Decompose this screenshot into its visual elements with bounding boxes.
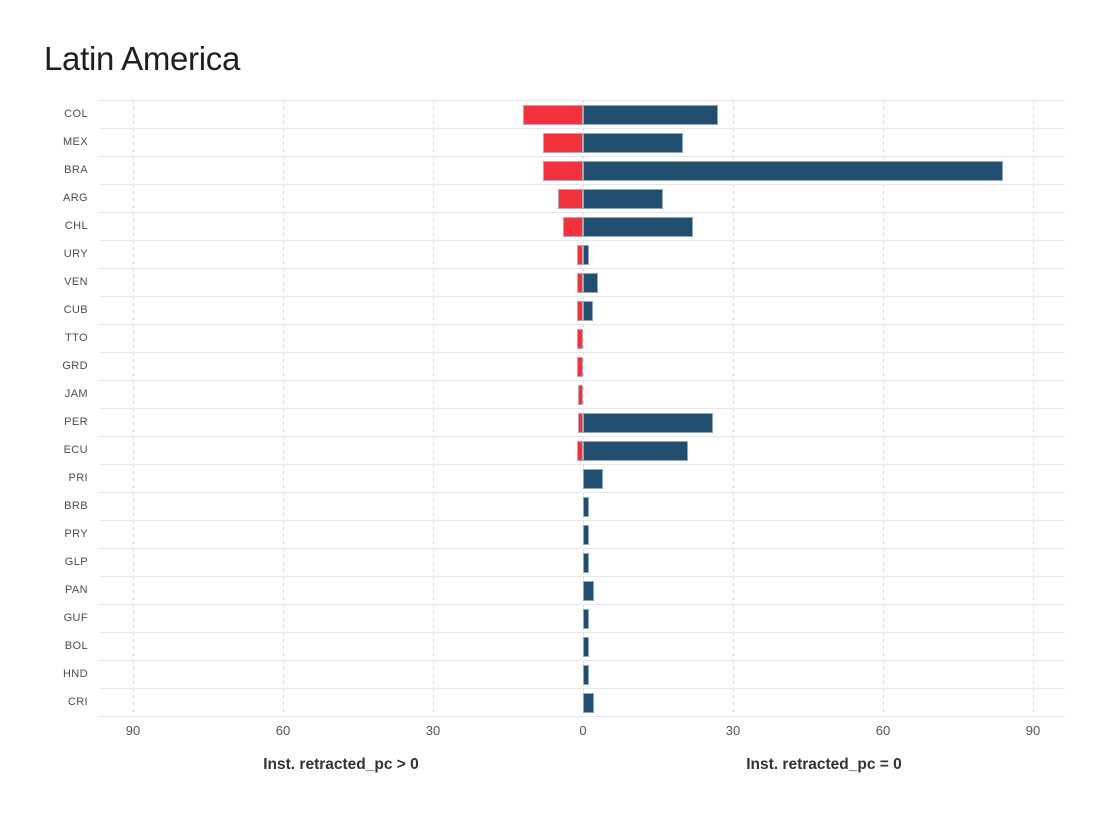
bar-right-blue bbox=[583, 413, 713, 433]
bar-row bbox=[100, 157, 1065, 185]
bar-row bbox=[100, 269, 1065, 297]
bar-right-blue bbox=[583, 637, 589, 657]
y-tick-label: BRA bbox=[64, 164, 88, 176]
x-tick-label: 90 bbox=[1025, 723, 1041, 738]
bar-row bbox=[100, 129, 1065, 157]
bar-right-blue bbox=[583, 553, 589, 573]
bar-row bbox=[100, 437, 1065, 465]
bar-right-blue bbox=[583, 189, 663, 209]
y-tick-label: GLP bbox=[64, 556, 88, 568]
bar-left-red bbox=[578, 413, 583, 433]
y-tick-label: BRB bbox=[64, 500, 88, 512]
bar-row bbox=[100, 577, 1065, 605]
y-tick-label: PRI bbox=[68, 472, 88, 484]
bar-row bbox=[100, 381, 1065, 409]
bar-left-red bbox=[577, 357, 583, 377]
bar-left-red bbox=[558, 189, 583, 209]
y-tick-label: GRD bbox=[62, 360, 88, 372]
y-tick-label: GUF bbox=[63, 612, 88, 624]
x-axis-label-left: Inst. retracted_pc > 0 bbox=[263, 756, 419, 773]
bar-left-red bbox=[577, 301, 583, 321]
bar-right-blue bbox=[583, 161, 1003, 181]
y-axis-labels: COL MEX BRA ARG CHL URY VEN CUB TTO GRD JAM PER ECU P… bbox=[0, 100, 88, 716]
bar-right-blue bbox=[583, 497, 589, 517]
bar-row bbox=[100, 521, 1065, 549]
bar-row bbox=[100, 689, 1065, 717]
bar-right-blue bbox=[583, 133, 683, 153]
bar-right-blue bbox=[583, 441, 688, 461]
y-tick-label: MEX bbox=[62, 136, 88, 148]
x-tick-label: 60 bbox=[275, 723, 291, 738]
chart-title: Latin America bbox=[44, 40, 241, 77]
bar-right-blue bbox=[583, 273, 598, 293]
bar-right-blue bbox=[583, 245, 589, 265]
bar-row bbox=[100, 241, 1065, 269]
bar-left-red bbox=[577, 273, 583, 293]
bar-right-blue bbox=[583, 217, 693, 237]
bar-left-red bbox=[523, 105, 583, 125]
bar-row bbox=[100, 465, 1065, 493]
y-tick-label: URY bbox=[63, 248, 88, 260]
bar-row bbox=[100, 549, 1065, 577]
bar-left-red bbox=[543, 161, 583, 181]
bar-left-red bbox=[578, 385, 583, 405]
y-tick-label: CRI bbox=[67, 696, 88, 708]
x-axis-ticks: 90 60 30 0 30 60 90 bbox=[100, 723, 1065, 741]
bar-right-blue bbox=[583, 105, 718, 125]
bar-left-red bbox=[577, 441, 583, 461]
bar-left-red bbox=[577, 329, 583, 349]
bar-rows bbox=[100, 100, 1065, 717]
y-tick-label: CUB bbox=[63, 304, 88, 316]
x-tick-label: 60 bbox=[875, 723, 891, 738]
bar-right-blue bbox=[583, 469, 603, 489]
bar-right-blue bbox=[583, 609, 589, 629]
bar-row bbox=[100, 213, 1065, 241]
bar-row bbox=[100, 325, 1065, 353]
y-tick-label: TTO bbox=[65, 332, 88, 344]
y-tick-label: PRY bbox=[64, 528, 88, 540]
y-tick-label: VEN bbox=[64, 276, 88, 288]
bar-row bbox=[100, 605, 1065, 633]
bar-row bbox=[100, 633, 1065, 661]
y-tick-label: BOL bbox=[64, 640, 88, 652]
bar-row bbox=[100, 185, 1065, 213]
y-tick-label: ARG bbox=[62, 192, 88, 204]
bar-row bbox=[100, 493, 1065, 521]
bar-row bbox=[100, 353, 1065, 381]
bar-right-blue bbox=[583, 525, 589, 545]
y-tick-label: JAM bbox=[64, 388, 88, 400]
x-tick-label: 30 bbox=[725, 723, 741, 738]
y-tick-label: COL bbox=[64, 108, 88, 120]
x-tick-label: 0 bbox=[579, 723, 587, 738]
bar-row bbox=[100, 297, 1065, 325]
bar-right-blue bbox=[583, 665, 589, 685]
bar-row bbox=[100, 101, 1065, 129]
bar-left-red bbox=[563, 217, 583, 237]
plot-panel bbox=[100, 100, 1065, 717]
bar-row bbox=[100, 409, 1065, 437]
bar-left-red bbox=[577, 245, 583, 265]
y-tick-label: CHL bbox=[64, 220, 88, 232]
y-tick-label: PER bbox=[64, 416, 88, 428]
bar-left-red bbox=[543, 133, 583, 153]
bar-row bbox=[100, 661, 1065, 689]
y-tick-label: HND bbox=[62, 668, 88, 680]
x-tick-label: 90 bbox=[125, 723, 141, 738]
x-axis-label-right: Inst. retracted_pc = 0 bbox=[746, 756, 902, 773]
bar-right-blue bbox=[583, 693, 594, 713]
bar-right-blue bbox=[583, 581, 594, 601]
bar-right-blue bbox=[583, 301, 593, 321]
y-tick-label: PAN bbox=[64, 584, 88, 596]
y-tick-label: ECU bbox=[63, 444, 88, 456]
x-tick-label: 30 bbox=[425, 723, 441, 738]
